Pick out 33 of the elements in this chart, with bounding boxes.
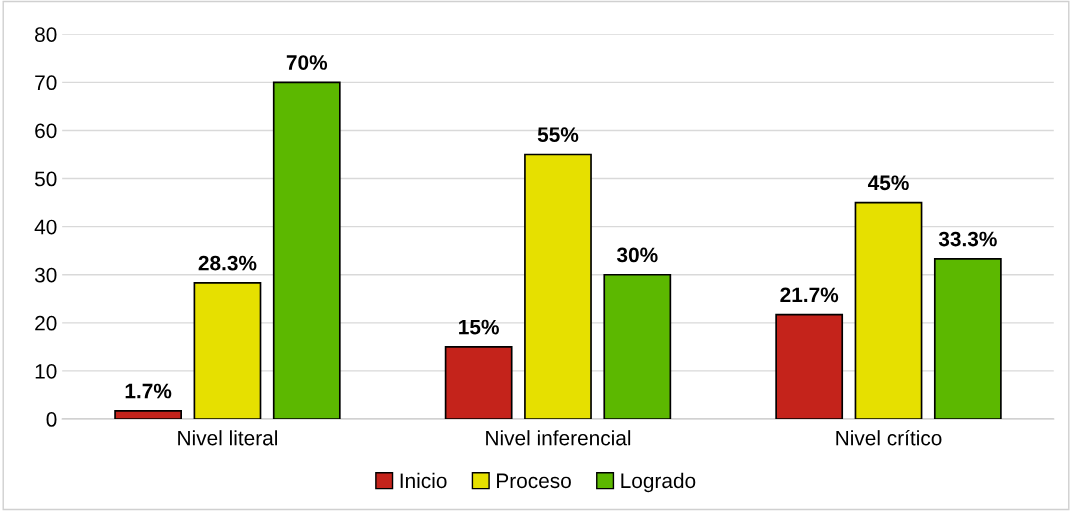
data-label: 70% — [286, 55, 328, 70]
bar — [854, 201, 923, 420]
bar — [272, 81, 341, 420]
data-label: 21.7% — [780, 287, 839, 303]
x-tick-label: Nivel literal — [178, 430, 277, 446]
bar — [933, 258, 1002, 420]
y-tick-label: 30 — [34, 267, 57, 283]
y-tick-label: 70 — [35, 75, 57, 91]
data-label: 15% — [459, 319, 499, 335]
x-tick-label: Nivel crítico — [836, 429, 942, 446]
y-tick-label: 40 — [34, 219, 57, 235]
y-tick-label: 10 — [35, 363, 57, 379]
bar — [775, 313, 844, 420]
data-label: 33.3% — [938, 231, 997, 247]
legend-label: Inicio — [400, 472, 447, 489]
bar — [193, 282, 262, 420]
bar — [524, 153, 592, 420]
legend-label: Logrado — [621, 472, 696, 493]
data-label: 55% — [537, 127, 579, 143]
legend-label: Proceso — [497, 473, 571, 489]
data-label: 45% — [867, 175, 909, 191]
bar — [603, 273, 672, 420]
bar — [114, 410, 183, 420]
bar — [444, 346, 513, 420]
data-label: 28.3% — [198, 255, 257, 271]
y-tick-label: 50 — [34, 171, 57, 187]
data-label: 1.7% — [125, 383, 172, 399]
x-tick-label: Nivel inferencial — [486, 430, 631, 446]
y-tick-label: 20 — [35, 315, 57, 331]
data-label: 30% — [616, 247, 658, 263]
y-tick-label: 60 — [35, 123, 57, 139]
y-tick-label: 0 — [46, 412, 57, 427]
y-tick-label: 80 — [35, 27, 57, 42]
